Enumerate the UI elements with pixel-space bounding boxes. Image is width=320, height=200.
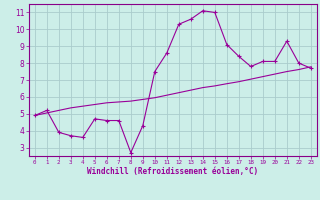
- X-axis label: Windchill (Refroidissement éolien,°C): Windchill (Refroidissement éolien,°C): [87, 167, 258, 176]
